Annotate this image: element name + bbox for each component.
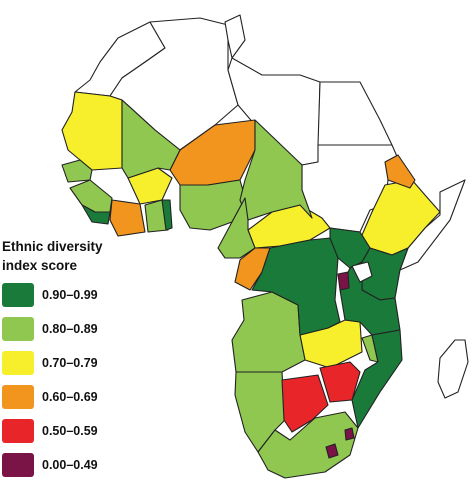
region-madagascar	[437, 339, 469, 399]
legend-label-4: 0.50–0.59	[42, 424, 98, 438]
legend-swatch-3	[2, 385, 34, 409]
region-togo-benin	[161, 199, 173, 231]
legend-label-0: 0.90–0.99	[42, 288, 98, 302]
legend-item-4: 0.50–0.59	[2, 419, 98, 443]
region-lesotho	[325, 443, 339, 459]
region-eritrea	[384, 154, 416, 189]
legend-swatch-5	[2, 453, 34, 477]
legend-label-1: 0.80–0.89	[42, 322, 98, 336]
region-tunisia	[224, 14, 246, 59]
region-mauritania	[61, 91, 123, 171]
region-zimbabwe	[319, 361, 361, 403]
legend-item-3: 0.60–0.69	[2, 385, 98, 409]
lake-victoria	[351, 261, 373, 283]
region-cameroon	[217, 197, 256, 259]
region-ivory-coast	[109, 199, 146, 237]
legend-title-line2: index score	[2, 258, 78, 273]
legend-item-2: 0.70–0.79	[2, 351, 98, 375]
legend-item-5: 0.00–0.49	[2, 453, 98, 477]
legend-swatch-2	[2, 351, 34, 375]
legend-item-1: 0.80–0.89	[2, 317, 98, 341]
legend-item-0: 0.90–0.99	[2, 283, 98, 307]
region-egypt	[317, 81, 393, 146]
legend-title-line1: Ethnic diversity	[2, 239, 103, 254]
region-ghana	[144, 199, 169, 233]
region-botswana	[281, 374, 329, 433]
region-angola	[231, 291, 306, 373]
legend-label-5: 0.00–0.49	[42, 458, 98, 472]
legend-swatch-1	[2, 317, 34, 341]
legend-swatch-4	[2, 419, 34, 443]
region-guinea	[69, 179, 113, 213]
legend: Ethnic diversity index score 0.90–0.99 0…	[2, 237, 152, 477]
region-mozambique	[351, 329, 403, 429]
region-rwanda-burundi	[337, 271, 350, 291]
legend-swatch-0	[2, 283, 34, 307]
region-dr-congo	[251, 237, 341, 336]
region-chad	[239, 119, 313, 221]
region-sierra-leone-liberia	[81, 204, 111, 225]
region-eswatini	[344, 427, 355, 441]
region-mali	[121, 99, 181, 179]
legend-label-3: 0.60–0.69	[42, 390, 98, 404]
region-senegal	[61, 159, 93, 183]
legend-label-2: 0.70–0.79	[42, 356, 98, 370]
